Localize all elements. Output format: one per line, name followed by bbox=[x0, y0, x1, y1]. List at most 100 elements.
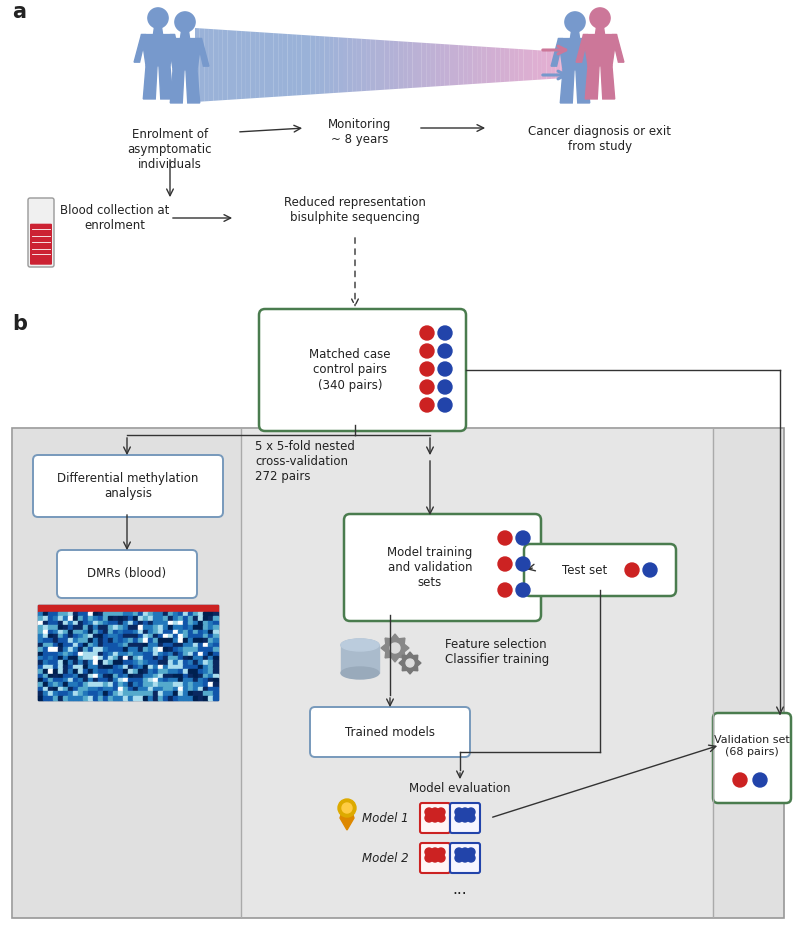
Polygon shape bbox=[473, 46, 477, 84]
Polygon shape bbox=[274, 33, 279, 97]
Polygon shape bbox=[256, 32, 259, 98]
Bar bbox=[208, 630, 213, 634]
Bar bbox=[113, 651, 118, 656]
Bar bbox=[208, 682, 213, 687]
Bar bbox=[118, 651, 123, 656]
Polygon shape bbox=[297, 35, 302, 95]
Bar bbox=[48, 695, 53, 700]
Polygon shape bbox=[325, 37, 329, 94]
Bar bbox=[203, 634, 208, 638]
Bar bbox=[73, 612, 78, 617]
Bar bbox=[78, 674, 83, 678]
Polygon shape bbox=[279, 34, 283, 96]
FancyBboxPatch shape bbox=[713, 713, 791, 803]
Polygon shape bbox=[241, 31, 246, 99]
Bar bbox=[78, 651, 83, 656]
Polygon shape bbox=[142, 35, 174, 66]
Bar bbox=[68, 669, 73, 674]
Polygon shape bbox=[595, 28, 605, 35]
Bar bbox=[68, 621, 73, 625]
Text: Monitoring
~ 8 years: Monitoring ~ 8 years bbox=[328, 118, 392, 146]
Bar bbox=[128, 621, 133, 625]
Bar bbox=[203, 674, 208, 678]
Bar bbox=[198, 612, 203, 617]
Polygon shape bbox=[170, 70, 184, 103]
Bar bbox=[108, 678, 113, 682]
Polygon shape bbox=[612, 35, 624, 62]
Polygon shape bbox=[134, 35, 146, 62]
Bar bbox=[168, 625, 173, 630]
Bar bbox=[78, 695, 83, 700]
Bar bbox=[178, 621, 183, 625]
Bar bbox=[203, 691, 208, 695]
Polygon shape bbox=[450, 45, 454, 85]
Polygon shape bbox=[340, 812, 354, 830]
Circle shape bbox=[437, 814, 445, 822]
Circle shape bbox=[425, 854, 433, 862]
Bar bbox=[88, 682, 93, 687]
Bar bbox=[178, 617, 183, 621]
Bar bbox=[193, 621, 198, 625]
Bar bbox=[138, 643, 143, 647]
Circle shape bbox=[431, 848, 439, 856]
Bar bbox=[153, 656, 158, 661]
Bar bbox=[113, 665, 118, 669]
Bar bbox=[163, 638, 168, 643]
Bar bbox=[128, 638, 133, 643]
Polygon shape bbox=[357, 38, 361, 92]
Bar bbox=[138, 621, 143, 625]
Circle shape bbox=[425, 814, 433, 822]
Bar bbox=[68, 643, 73, 647]
Bar bbox=[93, 656, 98, 661]
Bar bbox=[88, 691, 93, 695]
Bar bbox=[83, 634, 88, 638]
Bar bbox=[158, 643, 163, 647]
Bar bbox=[98, 687, 103, 691]
Bar bbox=[213, 674, 218, 678]
Bar bbox=[53, 625, 58, 630]
Bar bbox=[73, 651, 78, 656]
Text: Model evaluation: Model evaluation bbox=[409, 782, 511, 795]
Bar bbox=[128, 625, 133, 630]
Bar bbox=[103, 625, 108, 630]
Bar bbox=[88, 643, 93, 647]
Bar bbox=[133, 682, 138, 687]
Bar bbox=[123, 678, 128, 682]
Bar bbox=[53, 661, 58, 665]
Circle shape bbox=[438, 380, 452, 394]
Bar bbox=[73, 630, 78, 634]
Bar bbox=[133, 647, 138, 651]
Bar bbox=[173, 674, 178, 678]
Bar bbox=[208, 612, 213, 617]
Polygon shape bbox=[468, 46, 473, 84]
Bar bbox=[153, 695, 158, 700]
Bar bbox=[48, 651, 53, 656]
Polygon shape bbox=[186, 70, 200, 103]
Bar bbox=[48, 621, 53, 625]
Bar bbox=[148, 661, 153, 665]
Bar bbox=[93, 634, 98, 638]
Bar bbox=[63, 669, 68, 674]
Bar bbox=[208, 687, 213, 691]
Bar bbox=[53, 669, 58, 674]
Bar bbox=[143, 695, 148, 700]
Bar bbox=[68, 638, 73, 643]
Bar bbox=[103, 678, 108, 682]
Bar bbox=[208, 661, 213, 665]
Polygon shape bbox=[306, 36, 310, 95]
Bar bbox=[173, 682, 178, 687]
FancyBboxPatch shape bbox=[57, 550, 197, 598]
Bar bbox=[98, 661, 103, 665]
Bar bbox=[213, 665, 218, 669]
Bar bbox=[143, 651, 148, 656]
Bar bbox=[38, 669, 43, 674]
Bar bbox=[138, 625, 143, 630]
Bar bbox=[43, 625, 48, 630]
Bar bbox=[88, 695, 93, 700]
Bar bbox=[118, 634, 123, 638]
Bar bbox=[58, 647, 63, 651]
Bar bbox=[108, 695, 113, 700]
Bar bbox=[68, 678, 73, 682]
Bar bbox=[158, 665, 163, 669]
Bar bbox=[193, 638, 198, 643]
